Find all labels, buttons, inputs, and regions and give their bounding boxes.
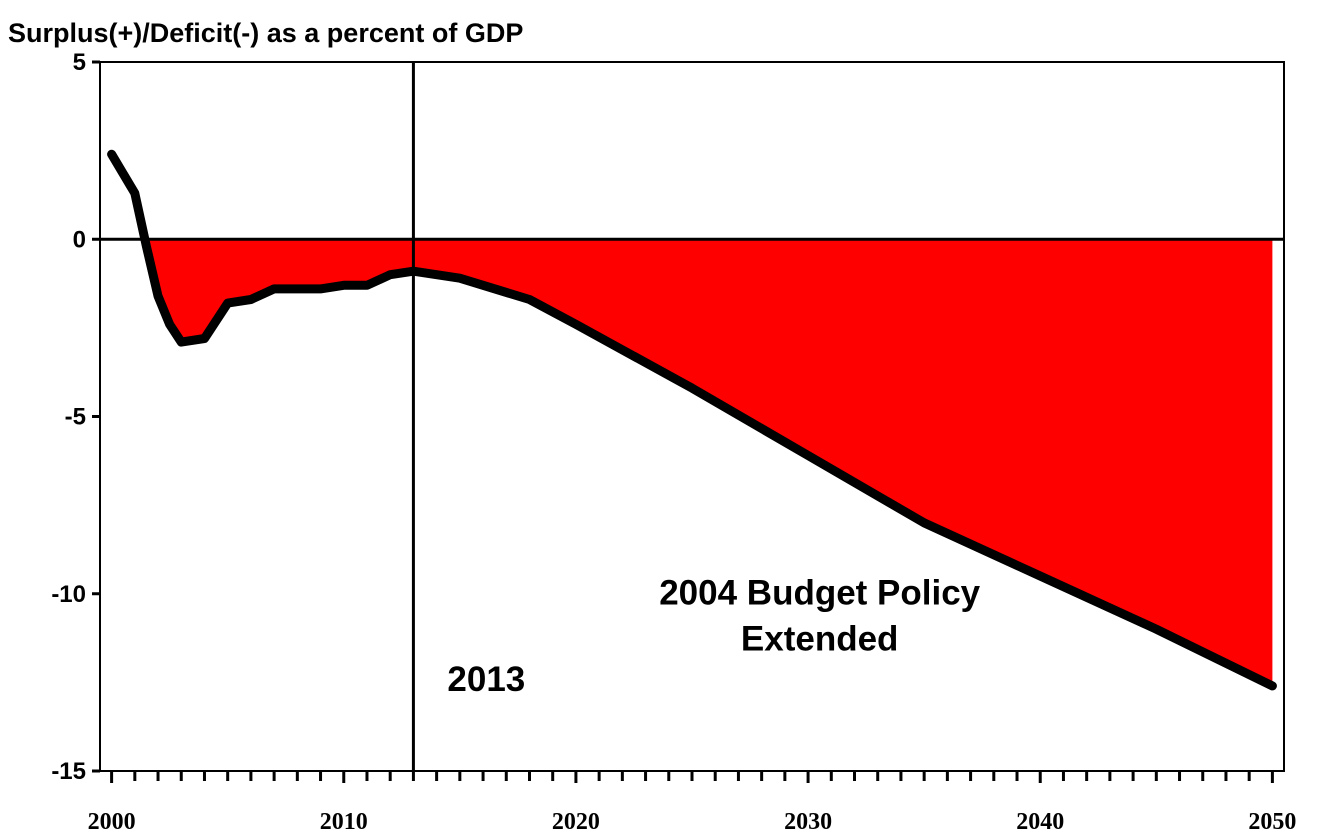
marker-label-2013: 2013 xyxy=(447,660,525,699)
axes-layer xyxy=(92,60,1285,783)
x-tick-label: 2010 xyxy=(320,809,368,835)
y-tick-label: 5 xyxy=(73,49,86,76)
y-tick-label: 0 xyxy=(73,226,86,253)
deficit-series-line xyxy=(107,149,1277,691)
x-tick-label: 2040 xyxy=(1016,809,1064,835)
y-tick-label: -15 xyxy=(51,758,86,785)
x-tick-label: 2050 xyxy=(1248,809,1296,835)
policy-annotation-line: 2004 Budget Policy xyxy=(659,573,980,612)
y-tick-label: -5 xyxy=(65,404,86,431)
x-tick-label: 2030 xyxy=(784,809,832,835)
y-axis-title: Surplus(+)/Deficit(-) as a percent of GD… xyxy=(8,18,523,48)
policy-annotation-line: Extended xyxy=(741,619,899,658)
deficit-area xyxy=(111,239,1273,686)
x-tick-label: 2020 xyxy=(552,809,600,835)
y-tick-label: -10 xyxy=(51,581,86,608)
series-line-layer xyxy=(107,149,1277,691)
deficit-fill-layer xyxy=(111,239,1273,686)
x-tick-label: 2000 xyxy=(88,809,136,835)
